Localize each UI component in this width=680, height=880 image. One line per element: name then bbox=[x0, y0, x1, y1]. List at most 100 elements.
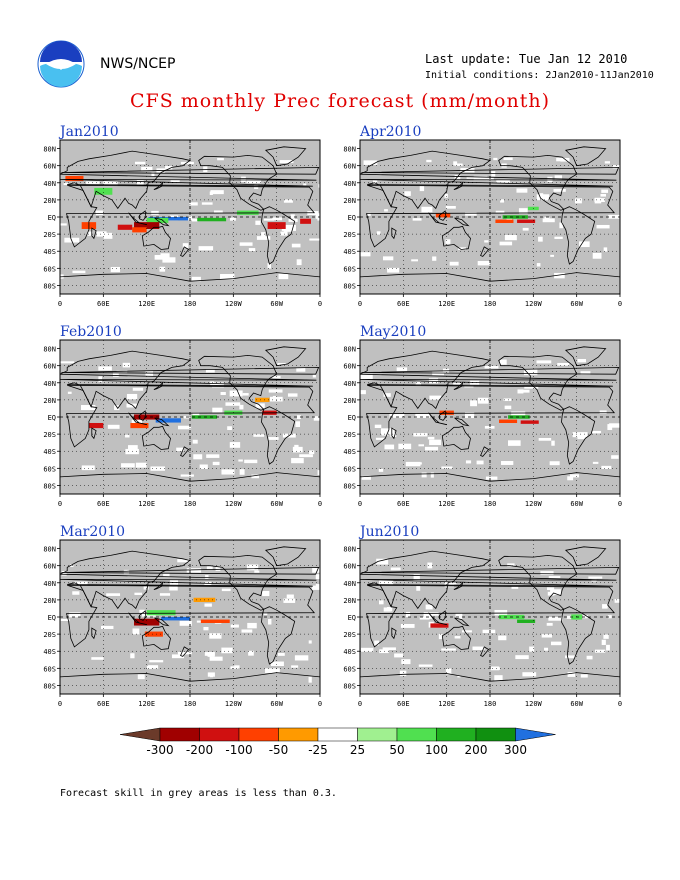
lat-label: 60N bbox=[43, 163, 56, 171]
skill-patch bbox=[429, 439, 441, 446]
skill-patch bbox=[441, 648, 456, 651]
skill-patch bbox=[536, 360, 552, 364]
lon-label: 60E bbox=[97, 300, 110, 308]
precip-anomaly bbox=[134, 618, 160, 626]
precip-anomaly bbox=[161, 617, 190, 621]
skill-patch bbox=[383, 256, 394, 261]
skill-patch bbox=[227, 426, 232, 430]
skill-patch bbox=[283, 199, 293, 203]
skill-patch bbox=[604, 161, 610, 164]
skill-patch bbox=[390, 567, 401, 571]
skill-patch bbox=[413, 433, 428, 437]
lon-label: 120E bbox=[438, 300, 455, 308]
skill-patch bbox=[465, 412, 475, 419]
lon-label: 60W bbox=[570, 300, 583, 308]
skill-patch bbox=[421, 472, 427, 478]
skill-patch bbox=[396, 367, 408, 372]
lon-label: 60E bbox=[397, 500, 410, 508]
lat-label: 40N bbox=[343, 580, 356, 588]
coastline bbox=[453, 581, 464, 590]
skill-patch bbox=[319, 561, 320, 565]
skill-patch bbox=[438, 633, 443, 640]
skill-patch bbox=[536, 263, 541, 267]
skill-patch bbox=[205, 369, 215, 373]
lon-label: 0 bbox=[318, 300, 322, 308]
skill-patch bbox=[212, 461, 220, 466]
precip-anomaly bbox=[146, 610, 176, 616]
skill-patch bbox=[182, 243, 189, 249]
skill-patch bbox=[143, 584, 149, 590]
skill-patch bbox=[313, 416, 320, 421]
skill-patch bbox=[493, 157, 498, 161]
coastline bbox=[180, 246, 190, 257]
page-title: CFS monthly Prec forecast (mm/month) bbox=[130, 90, 550, 112]
skill-patch bbox=[177, 559, 191, 563]
lat-label: 80N bbox=[43, 146, 56, 154]
skill-patch bbox=[287, 393, 298, 397]
skill-patch bbox=[229, 217, 236, 221]
skill-patch bbox=[263, 612, 268, 616]
skill-patch bbox=[461, 630, 472, 633]
lon-label: 60W bbox=[570, 700, 583, 708]
coastline bbox=[454, 617, 470, 627]
lat-label: 40N bbox=[43, 380, 56, 388]
skill-patch bbox=[470, 400, 478, 407]
skill-patch bbox=[414, 462, 422, 465]
skill-patch bbox=[494, 675, 503, 681]
colorbar-label: -300 bbox=[146, 743, 173, 757]
skill-patch bbox=[295, 421, 301, 428]
skill-patch bbox=[415, 412, 430, 418]
skill-patch bbox=[246, 180, 261, 184]
lat-label: 20N bbox=[43, 397, 56, 405]
skill-patch bbox=[136, 180, 144, 185]
lat-label: 20S bbox=[43, 231, 56, 239]
coastline bbox=[60, 472, 320, 494]
coastline bbox=[198, 154, 278, 211]
skill-patch bbox=[484, 240, 489, 243]
lat-label: 60N bbox=[343, 163, 356, 171]
skill-patch bbox=[551, 440, 555, 446]
skill-patch bbox=[387, 267, 400, 273]
coastline bbox=[391, 627, 397, 640]
lon-label: 120E bbox=[138, 500, 155, 508]
skill-patch bbox=[398, 443, 412, 450]
skill-patch bbox=[360, 252, 371, 257]
lon-label: 60E bbox=[97, 700, 110, 708]
skill-patch bbox=[519, 389, 530, 393]
precip-anomaly bbox=[132, 227, 147, 233]
noaa-logo-icon bbox=[37, 40, 85, 88]
lat-label: EQ bbox=[348, 614, 356, 622]
coastline bbox=[361, 566, 620, 575]
map-panel-mar: 80N 60N 40N 20N EQ 20S 40S 60S 80S 0 60E 120E 180 120… bbox=[43, 539, 322, 708]
map-panel-apr: 80N 60N 40N 20N EQ 20S 40S 60S 80S 0 60E 120E 180 120… bbox=[343, 139, 622, 308]
skill-patch bbox=[476, 460, 484, 465]
lon-label: 60W bbox=[270, 300, 283, 308]
lat-label: 20S bbox=[343, 431, 356, 439]
initial-conditions: Initial conditions: 2Jan2010-11Jan2010 bbox=[425, 70, 654, 81]
skill-patch bbox=[296, 415, 301, 420]
lon-label: 60E bbox=[97, 500, 110, 508]
colorbar-label: 25 bbox=[350, 743, 365, 757]
coastline bbox=[138, 610, 147, 621]
lat-label: 40S bbox=[343, 648, 356, 656]
coastline bbox=[198, 554, 278, 611]
colorbar-segment bbox=[159, 727, 200, 742]
skill-patch bbox=[445, 239, 451, 244]
coastline bbox=[261, 206, 296, 265]
skill-patch bbox=[126, 403, 137, 408]
skill-patch bbox=[98, 366, 112, 371]
skill-patch bbox=[177, 651, 192, 655]
skill-patch bbox=[132, 628, 140, 635]
skill-patch bbox=[511, 586, 519, 589]
panel-title-may: May2010 bbox=[360, 324, 427, 340]
panel-title-jun: Jun2010 bbox=[360, 524, 420, 540]
skill-patch bbox=[296, 259, 302, 266]
skill-patch bbox=[367, 212, 371, 216]
coastline bbox=[180, 446, 190, 457]
skill-patch bbox=[265, 668, 280, 673]
skill-patch bbox=[303, 183, 307, 186]
skill-patch bbox=[254, 570, 260, 573]
skill-patch bbox=[110, 266, 121, 273]
skill-patch bbox=[376, 231, 381, 235]
skill-patch bbox=[61, 570, 67, 576]
